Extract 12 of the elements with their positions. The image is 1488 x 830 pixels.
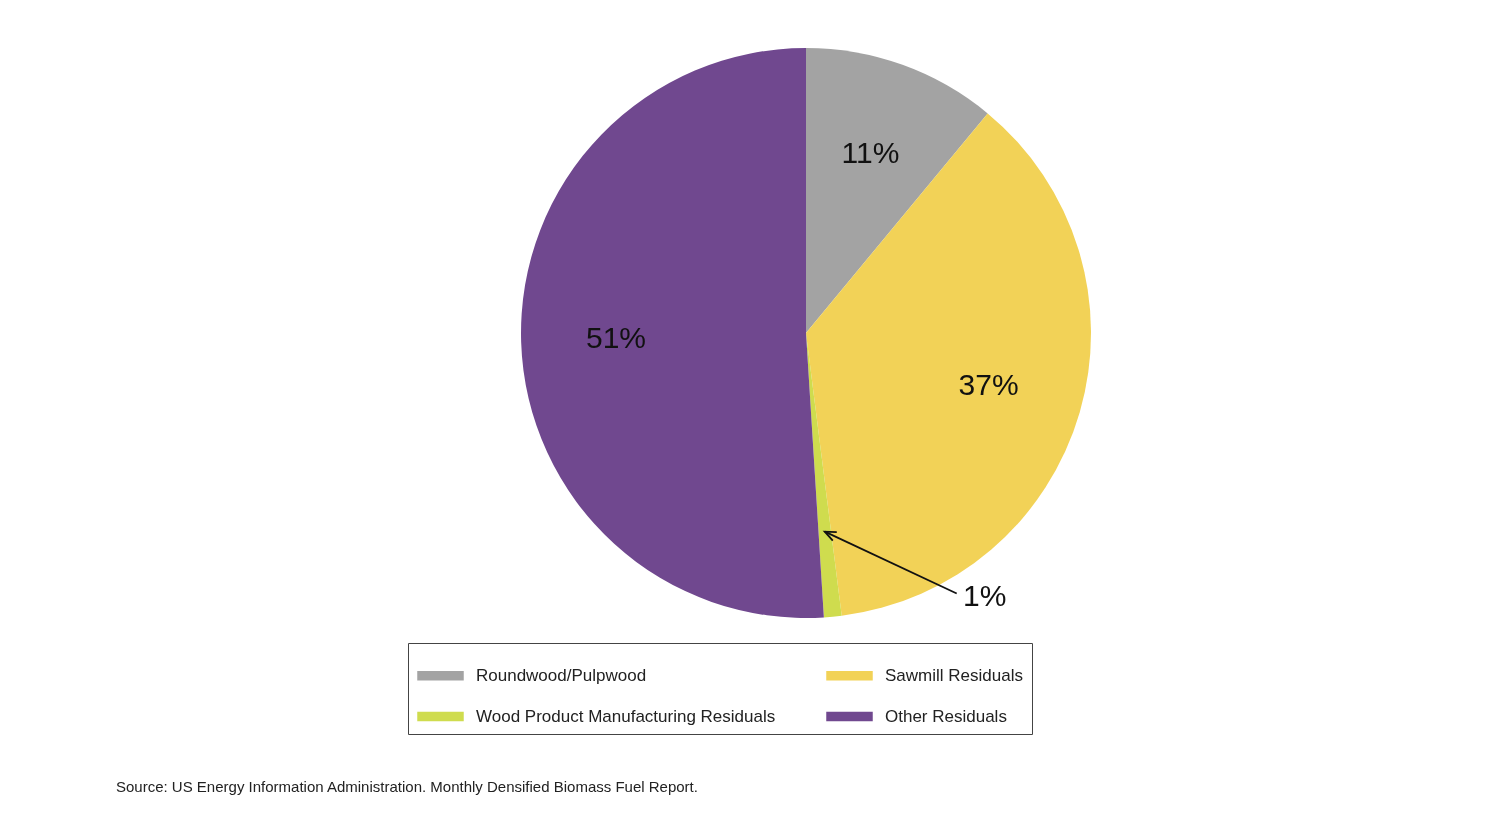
legend-label: Wood Product Manufacturing Residuals <box>476 706 776 726</box>
data-label: 1% <box>963 579 1007 613</box>
data-label: 51% <box>585 320 647 354</box>
legend-label: Roundwood/Pulpwood <box>476 665 647 685</box>
source-note: Source: US Energy Information Administration. Monthly Densified Biomass Fuel Report. <box>116 778 698 795</box>
pie-slice <box>521 48 824 618</box>
pie-slice <box>806 113 1091 616</box>
legend-label: Other Residuals <box>885 706 1007 726</box>
pie-slice <box>806 48 988 333</box>
data-label: 37% <box>958 368 1019 402</box>
legend-label: Sawmill Residuals <box>885 665 1023 685</box>
data-label: 11% <box>841 136 900 170</box>
